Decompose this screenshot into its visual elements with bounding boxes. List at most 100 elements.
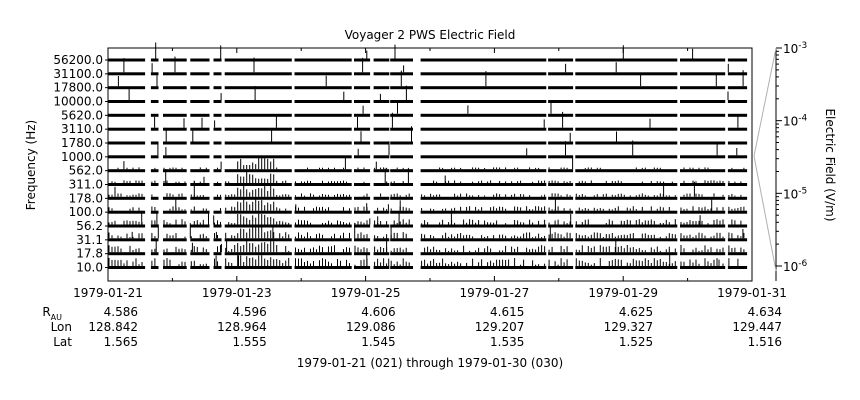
channel-data-band <box>108 210 146 214</box>
y-tick-label: 311.0 <box>69 178 103 192</box>
channel-data-band <box>373 72 390 76</box>
date-range-caption: 1979-01-21 (021) through 1979-01-30 (030… <box>297 356 563 370</box>
channel-data-band <box>294 196 352 200</box>
channel-data-band <box>294 127 352 131</box>
position-value: 129.327 <box>604 320 654 334</box>
colorbar-tick-base: 10 <box>783 260 798 274</box>
channel-data-band <box>294 141 352 145</box>
channel-data-band <box>420 113 547 117</box>
y-tick-label: 3110.0 <box>61 122 103 136</box>
channel-data-band <box>390 155 413 159</box>
position-row-label: Lat <box>53 335 72 349</box>
channel-row <box>108 156 753 173</box>
channel-data-band <box>680 266 726 269</box>
position-value: 1.516 <box>748 335 782 349</box>
channel-data-band <box>727 238 748 242</box>
channel-data-band <box>354 183 371 186</box>
channel-data-band <box>163 210 187 214</box>
position-row-label-main: Lon <box>51 320 72 334</box>
channel-data-band <box>727 266 748 269</box>
channel-data-band <box>163 183 187 186</box>
plot-frame <box>107 47 753 282</box>
channel-data-band <box>420 196 547 200</box>
channel-data-band <box>108 169 146 173</box>
channel-data-band <box>373 238 390 242</box>
channel-data-band <box>354 252 371 256</box>
channel-data-band <box>190 113 210 117</box>
channel-data-band <box>420 155 547 159</box>
position-value: 4.606 <box>361 305 395 319</box>
channel-data-band <box>373 141 390 145</box>
channel-data-band <box>150 266 159 269</box>
channel-data-band <box>420 169 547 173</box>
channel-data-band <box>108 224 146 228</box>
channel-data-band <box>390 224 413 228</box>
channel-data-band <box>680 155 726 159</box>
y-axis-label: Frequency (Hz) <box>24 120 38 211</box>
channel-data-band <box>108 58 146 62</box>
channel-data-band <box>390 169 413 173</box>
y-tick-label: 100.0 <box>69 205 103 219</box>
channel-data-band <box>390 252 413 256</box>
channel-data-band <box>294 252 352 256</box>
position-value: 129.207 <box>475 320 525 334</box>
x-tick-label: 1979-01-27 <box>460 286 530 300</box>
channel-data-band <box>213 100 222 103</box>
position-value: 129.447 <box>732 320 782 334</box>
channel-data-band <box>354 141 371 145</box>
channel-data-band <box>548 155 574 159</box>
channel-data-band <box>354 155 371 159</box>
channel-data-band <box>150 86 159 90</box>
channel-data-band <box>548 224 574 228</box>
colorbar-connector-bottom <box>753 155 777 272</box>
colorbar-tick-base: 10 <box>783 42 798 56</box>
channel-data-band <box>390 238 413 242</box>
channel-data-band <box>354 72 371 76</box>
channel-data-band <box>224 266 292 269</box>
channel-data-band <box>224 72 292 76</box>
channel-data-band <box>224 127 292 131</box>
channel-row <box>108 181 753 200</box>
channel-data-band <box>213 141 222 145</box>
channel-data-band <box>163 100 187 103</box>
position-value: 1.555 <box>232 335 266 349</box>
channel-data-band <box>390 266 413 269</box>
channel-data-band <box>680 238 726 242</box>
channel-data-band <box>213 169 222 173</box>
channel-data-band <box>190 141 210 145</box>
channel-data-band <box>420 210 547 214</box>
channel-data-band <box>575 196 678 200</box>
plot-area <box>107 42 753 282</box>
channel-data-band <box>354 266 371 269</box>
channel-data-band <box>294 72 352 76</box>
colorbar-connector-top <box>753 47 777 157</box>
channel-data-band <box>190 183 210 186</box>
x-tick-label: 1979-01-21 <box>73 286 143 300</box>
channel-data-band <box>190 210 210 214</box>
channel-data-band <box>390 100 413 103</box>
channel-data-band <box>420 127 547 131</box>
channel-data-band <box>108 127 146 131</box>
channel-data-band <box>163 113 187 117</box>
channel-data-band <box>373 169 390 173</box>
channel-data-band <box>420 183 547 186</box>
channel-row <box>108 140 753 159</box>
channel-data-band <box>575 224 678 228</box>
channel-data-band <box>150 169 159 173</box>
channel-data-band <box>150 210 159 214</box>
channel-data-band <box>390 58 413 62</box>
channel-data-band <box>150 155 159 159</box>
channel-data-band <box>680 183 726 186</box>
channel-data-band <box>680 113 726 117</box>
channel-data-band <box>373 252 390 256</box>
channel-data-band <box>213 155 222 159</box>
position-row-label: Lon <box>51 320 72 334</box>
channel-data-band <box>224 196 292 200</box>
channel-data-band <box>150 72 159 76</box>
y-tick-label: 1000.0 <box>61 150 103 164</box>
channel-data-band <box>575 86 678 90</box>
position-value: 128.964 <box>217 320 267 334</box>
channel-row <box>108 85 753 103</box>
x-axis <box>107 48 753 281</box>
position-value: 1.545 <box>361 335 395 349</box>
